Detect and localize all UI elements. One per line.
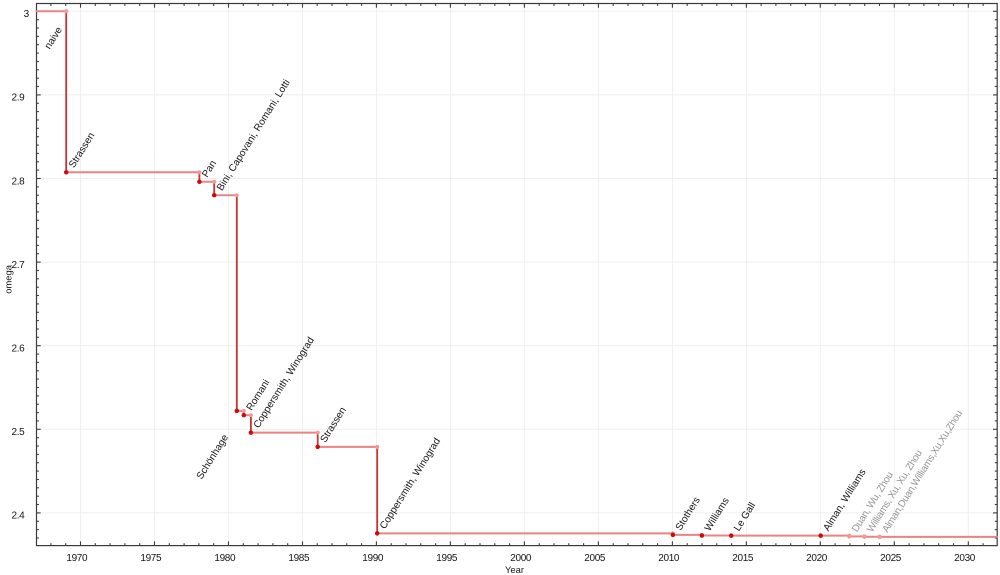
svg-text:2.6: 2.6 xyxy=(12,344,26,355)
svg-text:2.7: 2.7 xyxy=(12,260,26,271)
svg-text:1990: 1990 xyxy=(362,553,384,564)
svg-text:1980: 1980 xyxy=(214,553,236,564)
svg-text:2020: 2020 xyxy=(806,553,828,564)
svg-text:omega: omega xyxy=(3,264,14,293)
svg-text:2.5: 2.5 xyxy=(12,427,26,438)
svg-text:2005: 2005 xyxy=(584,553,606,564)
svg-text:2015: 2015 xyxy=(732,553,754,564)
svg-text:2000: 2000 xyxy=(510,553,532,564)
svg-text:2010: 2010 xyxy=(658,553,680,564)
svg-text:2.9: 2.9 xyxy=(12,93,26,104)
svg-text:Year: Year xyxy=(505,564,524,575)
svg-text:2.8: 2.8 xyxy=(12,176,26,187)
svg-text:2030: 2030 xyxy=(954,553,976,564)
svg-text:2.4: 2.4 xyxy=(12,511,26,522)
svg-text:1985: 1985 xyxy=(288,553,310,564)
svg-text:1995: 1995 xyxy=(436,553,458,564)
svg-text:1970: 1970 xyxy=(66,553,88,564)
svg-text:1975: 1975 xyxy=(140,553,162,564)
svg-text:3: 3 xyxy=(24,9,30,20)
svg-text:2025: 2025 xyxy=(880,553,902,564)
